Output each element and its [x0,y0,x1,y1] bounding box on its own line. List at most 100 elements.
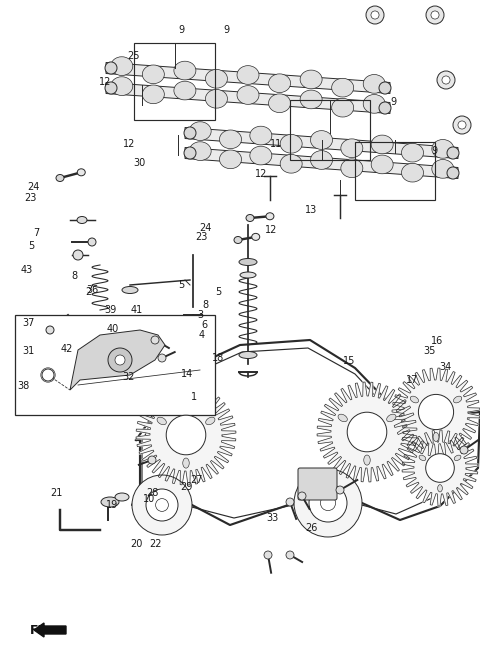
Circle shape [158,354,166,362]
Ellipse shape [311,131,333,150]
Text: 9: 9 [224,24,229,35]
Ellipse shape [338,414,348,422]
Circle shape [264,551,272,559]
Text: 1: 1 [192,392,197,402]
Ellipse shape [280,134,302,153]
Text: 8: 8 [72,270,77,281]
Polygon shape [317,382,417,482]
Ellipse shape [280,154,302,173]
Text: 28: 28 [146,488,159,499]
Ellipse shape [237,86,259,104]
Text: 27: 27 [191,475,203,485]
Ellipse shape [433,432,439,441]
Ellipse shape [77,216,87,224]
Polygon shape [106,83,390,113]
Circle shape [371,11,379,19]
Ellipse shape [240,272,256,278]
Text: 20: 20 [131,539,143,550]
Text: 43: 43 [20,265,33,276]
Text: 12: 12 [265,224,277,235]
Ellipse shape [143,85,164,104]
Text: 39: 39 [104,304,117,315]
Text: 29: 29 [180,482,192,492]
Polygon shape [392,368,480,456]
FancyBboxPatch shape [298,468,337,500]
Text: 19: 19 [106,500,118,510]
Polygon shape [185,148,458,178]
Ellipse shape [183,458,189,468]
Text: 2: 2 [85,287,92,297]
Circle shape [286,498,294,506]
Circle shape [437,71,455,89]
Ellipse shape [363,75,385,93]
Circle shape [73,250,83,260]
Text: 5: 5 [28,241,35,251]
Ellipse shape [401,143,423,162]
Text: FR.: FR. [30,623,53,636]
Text: 22: 22 [150,539,162,550]
Text: 42: 42 [61,344,73,354]
Circle shape [115,355,125,365]
Text: 41: 41 [131,304,143,315]
Text: 21: 21 [50,488,63,499]
Circle shape [146,489,178,521]
Circle shape [426,454,454,482]
Bar [15,315,215,415]
Circle shape [336,486,344,494]
Ellipse shape [250,126,272,145]
Ellipse shape [122,287,138,293]
Ellipse shape [268,74,290,92]
Circle shape [30,357,66,393]
Ellipse shape [219,130,241,149]
Ellipse shape [300,90,322,109]
Ellipse shape [115,493,129,501]
Circle shape [151,336,159,344]
Text: 13: 13 [305,205,317,215]
Text: 24: 24 [27,182,40,192]
Text: 12: 12 [99,77,112,87]
Text: 34: 34 [439,362,452,373]
Circle shape [286,551,294,559]
Ellipse shape [184,147,196,159]
Circle shape [321,495,336,510]
Polygon shape [185,127,458,159]
Circle shape [366,6,384,24]
Bar [355,142,435,200]
Ellipse shape [157,417,167,424]
Ellipse shape [205,417,215,424]
Ellipse shape [410,396,419,403]
Circle shape [294,469,362,537]
Ellipse shape [438,485,443,492]
Text: 15: 15 [343,356,356,366]
Ellipse shape [341,139,363,157]
Text: 11: 11 [270,139,282,150]
Text: 24: 24 [199,223,212,234]
Ellipse shape [364,455,370,465]
Text: 12: 12 [123,139,136,150]
Text: 16: 16 [431,336,443,346]
Ellipse shape [101,497,119,507]
Text: 25: 25 [127,51,140,61]
FancyArrow shape [34,623,66,637]
Ellipse shape [219,150,241,169]
Ellipse shape [266,213,274,220]
Ellipse shape [379,82,391,94]
Text: 33: 33 [266,513,279,523]
Text: 8: 8 [203,300,208,310]
Text: 38: 38 [17,380,29,391]
Circle shape [442,76,450,84]
Ellipse shape [419,455,426,461]
Ellipse shape [105,82,117,94]
Circle shape [156,499,168,512]
Ellipse shape [387,414,396,422]
Circle shape [88,238,96,246]
Text: 9: 9 [432,146,437,156]
Ellipse shape [246,215,254,222]
Ellipse shape [205,89,228,108]
Ellipse shape [447,167,459,179]
Ellipse shape [143,65,164,84]
Ellipse shape [447,147,459,159]
Ellipse shape [56,174,64,182]
Polygon shape [70,330,165,390]
Text: 40: 40 [107,324,119,335]
